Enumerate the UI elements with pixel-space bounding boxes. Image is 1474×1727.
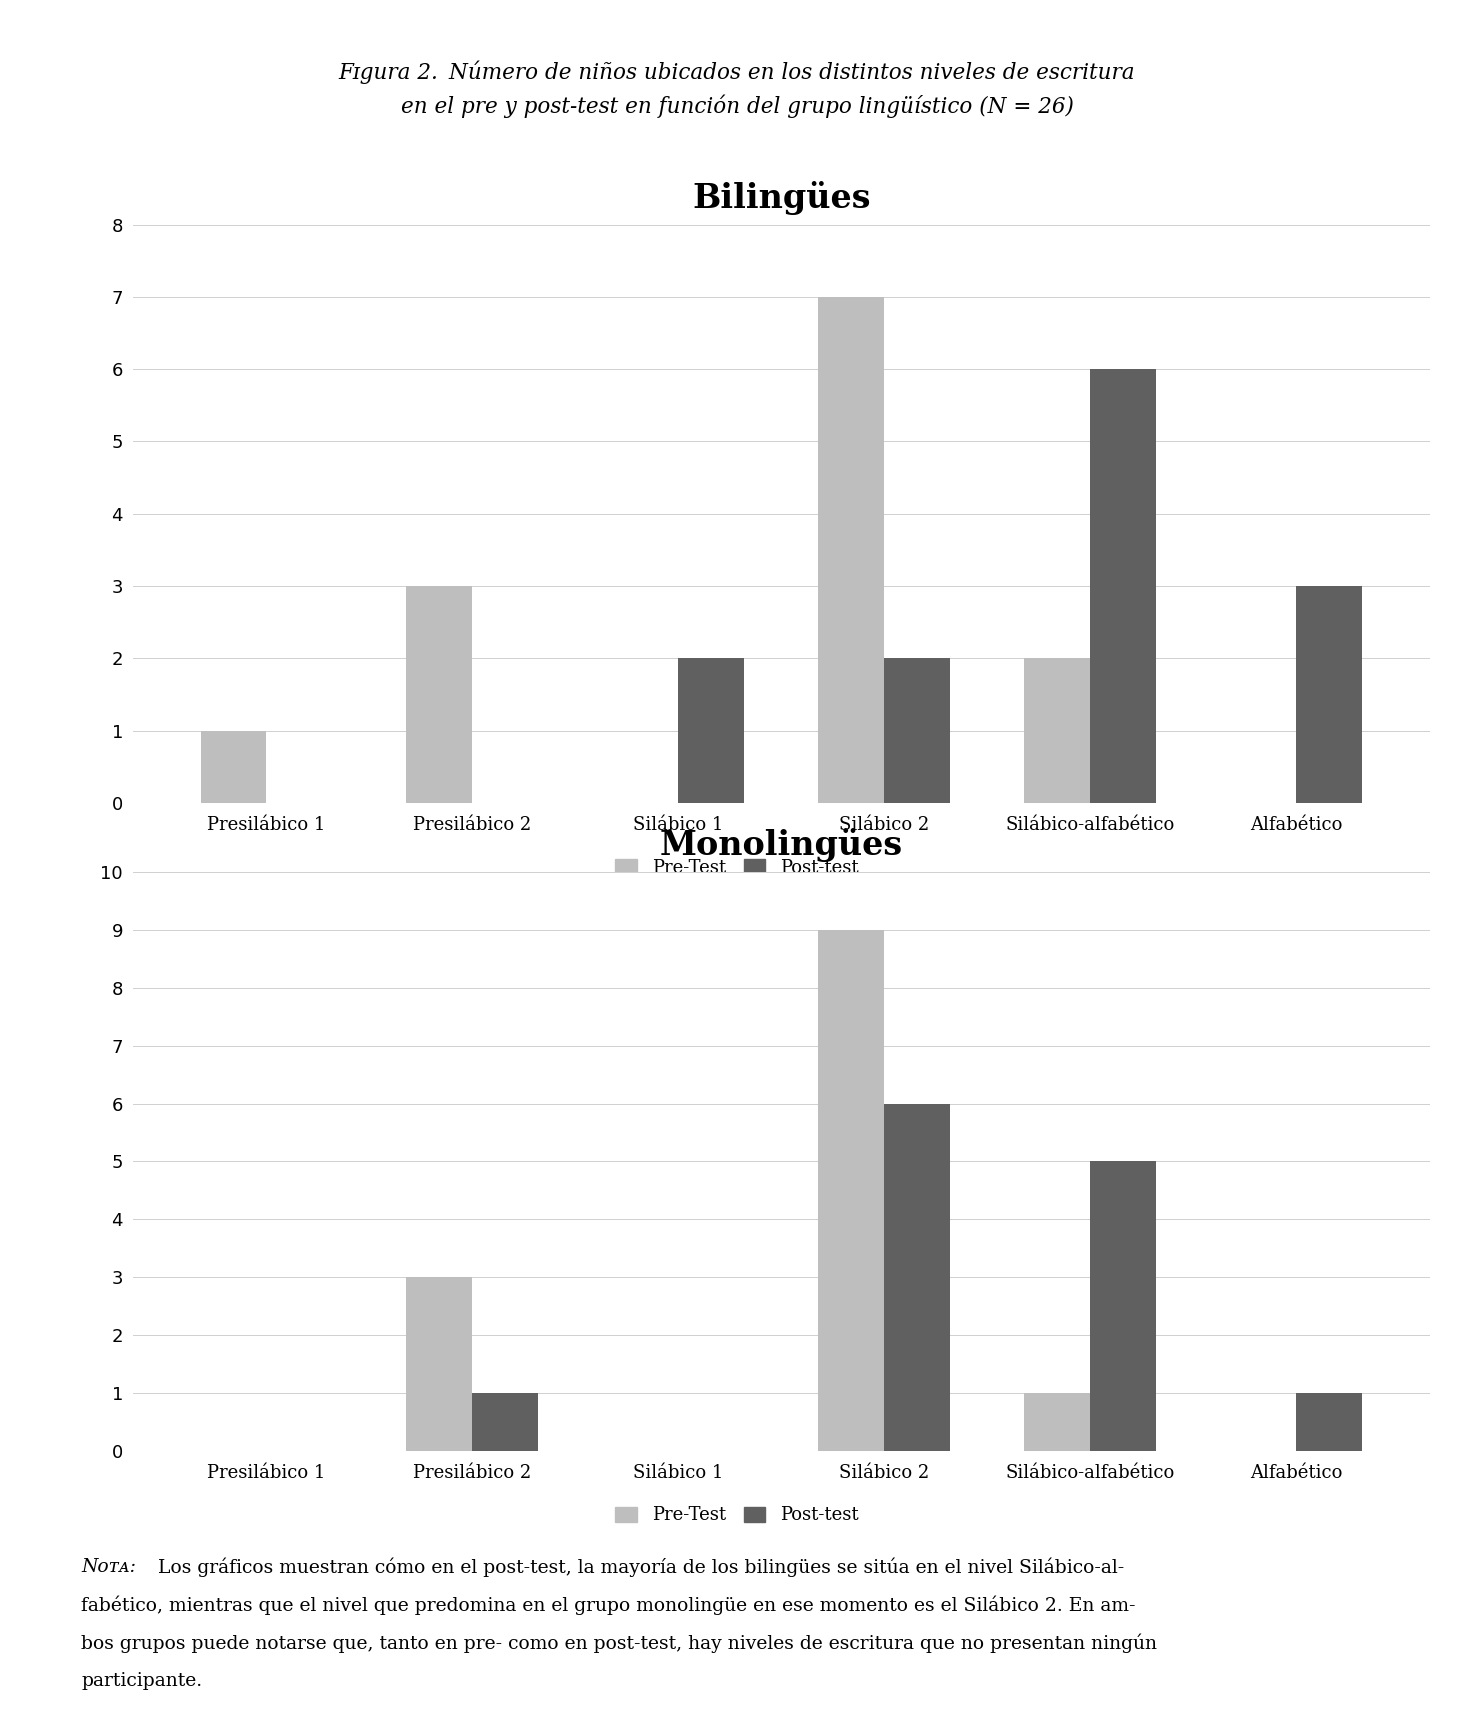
Text: en el pre y post-test en función del grupo lingüístico (N = 26): en el pre y post-test en función del gru…: [401, 95, 1073, 119]
Title: Bilingües: Bilingües: [691, 181, 871, 214]
Bar: [1296, 1392, 1362, 1451]
Bar: [200, 731, 267, 803]
Text: Nᴏᴛᴀ:: Nᴏᴛᴀ:: [81, 1558, 136, 1575]
Text: participante.: participante.: [81, 1672, 202, 1689]
Legend: Pre-Test, Post-test: Pre-Test, Post-test: [616, 858, 858, 877]
Text: bos grupos puede notarse que, tanto en pre- como en post-test, hay niveles de es: bos grupos puede notarse que, tanto en p…: [81, 1634, 1157, 1653]
Bar: [1024, 1392, 1091, 1451]
Text: Los gráficos muestran cómo en el post-test, la mayoría de los bilingües se sitúa: Los gráficos muestran cómo en el post-te…: [158, 1558, 1125, 1577]
Text: fabético, mientras que el nivel que predomina en el grupo monolingüe en ese mome: fabético, mientras que el nivel que pred…: [81, 1596, 1135, 1615]
Title: Monolingües: Monolingües: [660, 829, 902, 862]
Bar: [1091, 1162, 1156, 1451]
Bar: [678, 658, 744, 803]
Bar: [818, 297, 884, 803]
Bar: [1296, 585, 1362, 803]
Bar: [407, 585, 472, 803]
Bar: [1091, 370, 1156, 803]
Bar: [884, 1104, 951, 1451]
Bar: [1024, 658, 1091, 803]
Bar: [884, 658, 951, 803]
Bar: [818, 929, 884, 1451]
Bar: [407, 1278, 472, 1451]
Bar: [472, 1392, 538, 1451]
Legend: Pre-Test, Post-test: Pre-Test, Post-test: [616, 1506, 858, 1525]
Text: Fɪgura 2.  Número de niños ubicados en los distintos niveles de escritura: Fɪgura 2. Número de niños ubicados en lo…: [339, 60, 1135, 85]
